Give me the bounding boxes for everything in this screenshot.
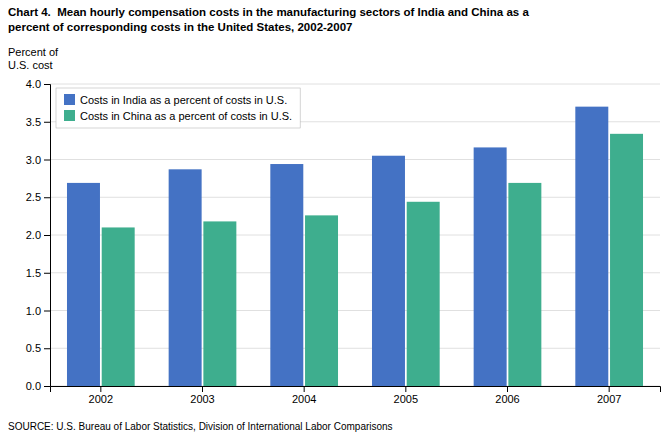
series bbox=[102, 134, 643, 386]
y-tick-label: 0.0 bbox=[26, 380, 41, 392]
x-tick-mark bbox=[202, 386, 203, 392]
y-tick: 3.5 bbox=[26, 116, 50, 128]
x-tick-mark bbox=[100, 386, 101, 392]
y-tick: 3.0 bbox=[26, 154, 50, 166]
bar bbox=[102, 227, 135, 386]
y-tick-mark bbox=[44, 386, 50, 387]
grid-line bbox=[50, 235, 660, 236]
plot: 0.00.51.01.52.02.53.03.54.02002200320042… bbox=[26, 78, 661, 405]
title: Chart 4. Mean hourly compensation costs … bbox=[8, 6, 529, 33]
bar bbox=[203, 221, 236, 386]
grid-line bbox=[50, 197, 660, 198]
y-tick-label: 0.5 bbox=[26, 342, 41, 354]
bar bbox=[575, 107, 608, 386]
legend-item: Costs in India as a percent of costs in … bbox=[64, 94, 287, 106]
x-tick: 2007 bbox=[597, 386, 621, 405]
y-axis-label-line: U.S. cost bbox=[8, 59, 53, 71]
y-tick-mark bbox=[44, 311, 50, 312]
bar bbox=[305, 215, 338, 386]
y-axis-line bbox=[44, 85, 51, 387]
bars bbox=[67, 107, 643, 386]
x-tick-mark bbox=[507, 386, 508, 392]
x-tick-label: 2002 bbox=[89, 393, 113, 405]
x-axis: 2002 2003 2004 2005 2006 2007 bbox=[51, 386, 661, 405]
bar bbox=[474, 147, 507, 386]
legend-swatch bbox=[64, 94, 75, 105]
x-tick-label: 2007 bbox=[597, 393, 621, 405]
y-axis-label-line: Percent of bbox=[8, 46, 59, 58]
bar bbox=[169, 169, 202, 386]
y-tick: 1.0 bbox=[26, 305, 50, 317]
y-axis-label: Percent ofU.S. cost bbox=[8, 46, 59, 71]
bar bbox=[270, 164, 303, 386]
series bbox=[67, 107, 608, 386]
y-tick-label: 3.5 bbox=[26, 116, 41, 128]
x-axis-line bbox=[51, 387, 661, 393]
x-tick-mark bbox=[609, 386, 610, 392]
y-axis: 0.0 0.5 1.0 1.5 2.0 2.5 3.0 3.5 4.0 bbox=[26, 78, 51, 392]
y-tick: 0.5 bbox=[26, 342, 50, 354]
y-tick-mark bbox=[44, 122, 50, 123]
x-tick: 2005 bbox=[394, 386, 418, 405]
grid-line bbox=[50, 272, 660, 273]
x-tick-mark bbox=[304, 386, 305, 392]
y-tick: 4.0 bbox=[26, 78, 50, 90]
grid-line bbox=[50, 348, 660, 349]
y-tick: 0.0 bbox=[26, 380, 50, 392]
legend-label: Costs in China as a percent of costs in … bbox=[80, 110, 292, 122]
y-tick: 1.5 bbox=[26, 267, 50, 279]
x-tick: 2006 bbox=[495, 386, 519, 405]
bar bbox=[407, 202, 440, 386]
y-tick-mark bbox=[44, 348, 50, 349]
bar bbox=[67, 183, 100, 386]
grid-line bbox=[50, 84, 660, 85]
legend-label: Costs in India as a percent of costs in … bbox=[80, 94, 287, 106]
y-tick-mark bbox=[44, 160, 50, 161]
grid bbox=[50, 84, 660, 386]
legend-swatch bbox=[64, 110, 75, 121]
x-tick-label: 2006 bbox=[495, 393, 519, 405]
bar bbox=[372, 156, 405, 386]
legend-frame bbox=[56, 88, 300, 128]
x-tick-label: 2003 bbox=[190, 393, 214, 405]
x-tick: 2004 bbox=[292, 386, 316, 405]
x-tick-label: 2004 bbox=[292, 393, 316, 405]
annotation: SOURCE: U.S. Bureau of Labor Statistics,… bbox=[8, 421, 393, 432]
y-tick-label: 2.5 bbox=[26, 191, 41, 203]
title-line: percent of corresponding costs in the Un… bbox=[8, 21, 352, 33]
y-tick-label: 1.5 bbox=[26, 267, 41, 279]
legend-item: Costs in China as a percent of costs in … bbox=[64, 110, 292, 122]
title-line: Chart 4. Mean hourly compensation costs … bbox=[8, 6, 529, 18]
y-tick-label: 1.0 bbox=[26, 305, 41, 317]
y-tick-mark bbox=[44, 84, 50, 85]
y-tick: 2.0 bbox=[26, 229, 50, 241]
bar bbox=[610, 134, 643, 386]
y-tick-mark bbox=[44, 273, 50, 274]
x-tick-label: 2005 bbox=[394, 393, 418, 405]
legend: Costs in India as a percent of costs in … bbox=[56, 88, 300, 128]
y-tick: 2.5 bbox=[26, 191, 50, 203]
bar bbox=[508, 183, 541, 386]
y-tick-label: 3.0 bbox=[26, 154, 41, 166]
y-tick-mark bbox=[44, 235, 50, 236]
y-tick-label: 2.0 bbox=[26, 229, 41, 241]
y-tick-label: 4.0 bbox=[26, 78, 41, 90]
x-tick: 2003 bbox=[190, 386, 214, 405]
x-tick: 2002 bbox=[89, 386, 113, 405]
x-tick-mark bbox=[405, 386, 406, 392]
grid-line bbox=[50, 159, 660, 160]
y-tick-mark bbox=[44, 197, 50, 198]
chart: Chart 4. Mean hourly compensation costs … bbox=[0, 0, 672, 436]
grid-line bbox=[50, 310, 660, 311]
